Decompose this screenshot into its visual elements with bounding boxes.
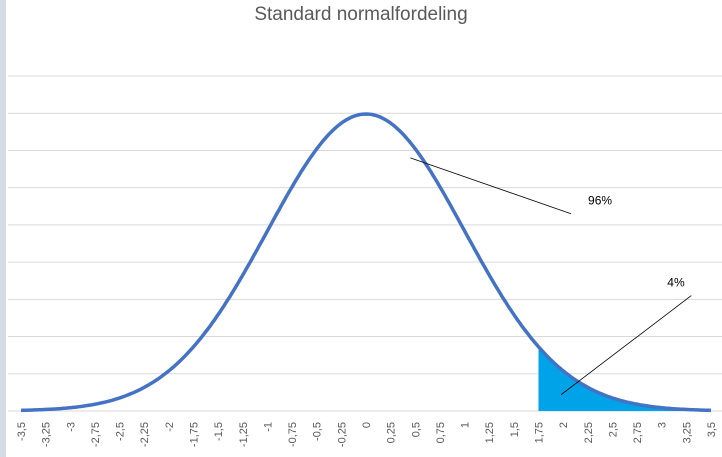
window-edge-strip bbox=[0, 0, 6, 457]
annotation-line bbox=[410, 157, 572, 215]
x-tick-label: 2,75 bbox=[632, 422, 644, 443]
annotation-label: 4% bbox=[667, 276, 685, 290]
x-tick-label: -2 bbox=[164, 422, 176, 432]
annotation-line bbox=[560, 295, 692, 395]
x-tick-label: -3,25 bbox=[41, 422, 53, 447]
x-tick-label: 2,25 bbox=[583, 422, 595, 443]
x-tick-label: -0,25 bbox=[336, 422, 348, 447]
x-tick-label: 0 bbox=[361, 422, 373, 428]
x-tick-label: -1,25 bbox=[238, 422, 250, 447]
x-tick-label: 1 bbox=[460, 422, 472, 428]
x-tick-label: 0,5 bbox=[410, 422, 422, 437]
x-tick-label: 3 bbox=[657, 422, 669, 428]
x-tick-label: 2,5 bbox=[607, 422, 619, 437]
density-curve bbox=[20, 112, 712, 413]
x-tick-label: -0,5 bbox=[312, 422, 324, 441]
x-tick-label: 1,25 bbox=[484, 422, 496, 443]
x-tick-label: -2,75 bbox=[90, 422, 102, 447]
x-tick-label: -0,75 bbox=[287, 422, 299, 447]
x-tick-label: 0,75 bbox=[435, 422, 447, 443]
x-tick-label: -1,5 bbox=[213, 422, 225, 441]
x-tick-label: 2 bbox=[558, 422, 570, 428]
annotation-label: 96% bbox=[588, 194, 612, 208]
x-tick-label: 0,25 bbox=[386, 422, 398, 443]
x-tick-label: 3,25 bbox=[681, 422, 693, 443]
shaded-tail-area bbox=[538, 346, 711, 411]
chart-title: Standard normalfordeling bbox=[254, 4, 468, 25]
x-tick-label: -3,5 bbox=[16, 422, 28, 441]
x-tick-label: -2,25 bbox=[139, 422, 151, 447]
x-tick-label: -1 bbox=[262, 422, 274, 432]
x-tick-label: -3 bbox=[65, 422, 77, 432]
x-tick-label: 3,5 bbox=[706, 422, 718, 437]
x-tick-label: 1,75 bbox=[534, 422, 546, 443]
x-tick-label: -2,5 bbox=[115, 422, 127, 441]
x-tick-label: -1,75 bbox=[189, 422, 201, 447]
x-tick-label: 1,5 bbox=[509, 422, 521, 437]
